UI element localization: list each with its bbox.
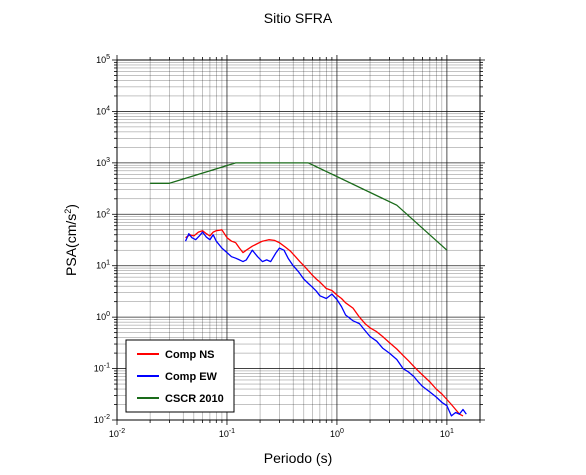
- chart-title: Sitio SFRA: [264, 10, 333, 26]
- series-comp-ew-line: [184, 231, 467, 417]
- y-tick-label: 10-1: [94, 363, 110, 374]
- x-tick-label: 10-1: [219, 428, 235, 439]
- x-tick-label: 100: [330, 428, 344, 439]
- y-axis-label-close: ): [63, 204, 79, 209]
- series-layer: [150, 162, 467, 417]
- y-axis-label-base: PSA(cm/s: [63, 214, 79, 276]
- y-tick-label: 101: [96, 260, 110, 271]
- y-axis-ticks: 10-2 10-1 100 101 102 103 104 105: [94, 54, 485, 425]
- legend: Comp NS Comp EW CSCR 2010: [125, 339, 235, 413]
- legend-label-ns: Comp NS: [165, 349, 215, 361]
- y-tick-label: 103: [96, 157, 110, 168]
- y-axis-label-sup: 2: [63, 209, 73, 214]
- y-axis-label: PSA(cm/s2): [63, 204, 79, 276]
- series-comp-ns-line: [185, 229, 464, 417]
- y-tick-label: 105: [96, 54, 110, 65]
- y-tick-label: 102: [96, 208, 110, 219]
- y-tick-label: 100: [96, 311, 110, 322]
- legend-label-cscr: CSCR 2010: [165, 393, 224, 405]
- y-tick-label: 104: [96, 105, 110, 116]
- x-axis-ticks: 10-2 10-1 100 101: [109, 55, 481, 439]
- x-tick-label: 101: [440, 428, 454, 439]
- series-cscr-2010-line: [150, 162, 448, 251]
- x-tick-label: 10-2: [109, 428, 125, 439]
- plot-frame: [116, 59, 481, 421]
- grid-lines: [117, 60, 480, 420]
- legend-label-ew: Comp EW: [165, 371, 218, 383]
- x-axis-label: Periodo (s): [264, 450, 332, 466]
- y-tick-label: 10-2: [94, 414, 110, 425]
